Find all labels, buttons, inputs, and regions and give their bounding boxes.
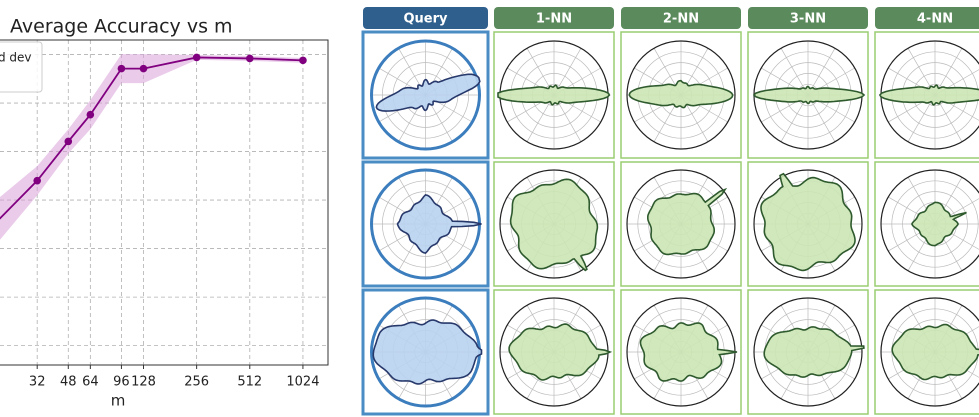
column-header [494, 7, 614, 29]
point [192, 53, 201, 62]
point [245, 54, 254, 63]
shape-contour [752, 85, 866, 105]
point [117, 64, 126, 73]
shape-contour [646, 187, 728, 256]
x-tick-label: 512 [237, 375, 262, 390]
polar-border [753, 297, 863, 407]
polar-spoke [780, 48, 809, 96]
column-header [875, 7, 979, 29]
polar-border [626, 40, 736, 150]
plot-area [0, 40, 328, 365]
shape-contour [509, 178, 599, 272]
retrieval-grid: Query 1-NN 2-NN 3-NN 4-NN [361, 7, 979, 416]
polar-spoke [526, 94, 555, 142]
legend-box [0, 41, 43, 93]
column-header [363, 7, 488, 29]
column-header [621, 7, 741, 29]
polar-spoke [807, 94, 836, 142]
shape-contour [760, 172, 856, 272]
shape-contour [878, 84, 979, 106]
polar-border [370, 39, 481, 151]
polar-border [880, 297, 979, 407]
polar-spoke [553, 48, 582, 96]
column-header-label: 1-NN [536, 12, 572, 27]
shape-contour [891, 323, 979, 381]
polar-border [626, 169, 736, 279]
series-line [0, 56, 303, 220]
point [64, 137, 73, 146]
plot-frame [0, 39, 329, 366]
legend: d dev [0, 41, 43, 93]
shape-contour [763, 326, 865, 378]
std-band [0, 54, 303, 240]
point [33, 176, 41, 185]
shape-contour [628, 79, 734, 109]
x-tick-label: 256 [184, 375, 209, 390]
polar-spoke [907, 94, 936, 142]
x-axis-label: m [111, 392, 126, 410]
shape-contour [372, 319, 483, 385]
column-header-label: 3-NN [790, 12, 826, 27]
polar-border [499, 169, 609, 279]
point [299, 56, 307, 65]
x-tick-label: 1024 [286, 375, 319, 390]
legend-label: d dev [0, 51, 32, 65]
polar-border [753, 169, 863, 279]
column-header-label: 2-NN [663, 12, 699, 27]
x-tick-label: 64 [82, 375, 99, 390]
x-tick-label: 128 [131, 375, 156, 390]
shape-contour [497, 84, 611, 106]
shape-contour [639, 322, 738, 382]
column-header-label: 4-NN [917, 12, 953, 27]
x-tick-label: 32 [29, 375, 46, 390]
shape-contour [375, 73, 481, 112]
column-header-label: Query [403, 12, 448, 27]
column-header [748, 7, 868, 29]
shape-contour [396, 194, 482, 254]
shape-contour [508, 323, 613, 381]
point [139, 64, 148, 73]
point [86, 110, 95, 119]
shape-contour [911, 201, 967, 247]
x-tick-label: 96 [113, 375, 130, 390]
polar-spoke [934, 48, 963, 96]
polar-border [880, 169, 979, 279]
x-tick-label: 48 [60, 375, 77, 390]
chart-title: Average Accuracy vs m [10, 16, 233, 38]
